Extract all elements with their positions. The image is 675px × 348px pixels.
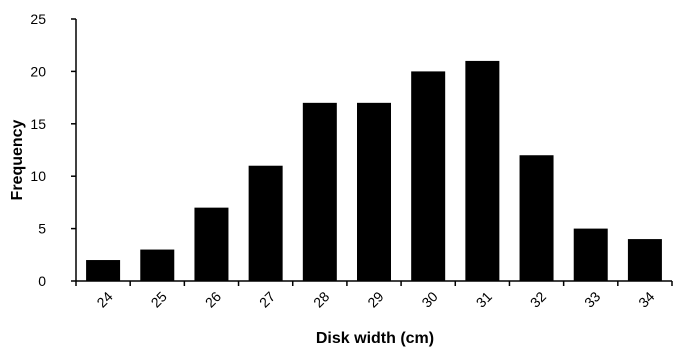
bar-33 <box>573 228 608 281</box>
x-tick-label: 34 <box>635 288 657 310</box>
x-tick-label: 28 <box>310 288 332 310</box>
y-tick-label: 20 <box>30 63 46 79</box>
x-tick-label: 30 <box>418 288 440 310</box>
x-tick-label: 32 <box>527 288 549 310</box>
y-tick-label: 15 <box>30 116 46 132</box>
bar-27 <box>248 165 283 281</box>
bar-30 <box>411 71 446 282</box>
y-tick-label: 0 <box>38 273 46 289</box>
bars <box>86 60 662 282</box>
x-tick-label: 31 <box>473 288 495 310</box>
x-tick-label: 24 <box>93 288 115 310</box>
bar-24 <box>86 260 121 281</box>
x-tick-label: 29 <box>364 288 386 310</box>
x-tick-label: 27 <box>256 288 278 310</box>
x-tick-label: 33 <box>581 288 603 310</box>
bar-31 <box>465 60 500 281</box>
y-tick-label: 5 <box>38 221 46 237</box>
bar-29 <box>357 102 391 281</box>
x-tick-label: 26 <box>202 288 224 310</box>
y-tick-label: 10 <box>30 168 46 184</box>
y-axis-title: Frequency <box>9 119 26 200</box>
x-axis-ticks: 24 25 26 27 28 29 30 31 32 33 34 <box>75 281 673 311</box>
bar-25 <box>140 249 175 281</box>
bar-26 <box>194 207 229 281</box>
bar-34 <box>627 239 662 281</box>
x-axis-title: Disk width (cm) <box>316 330 434 347</box>
y-axis-ticks: 0 5 10 15 20 25 <box>30 11 76 289</box>
y-tick-label: 25 <box>30 11 46 27</box>
bar-28 <box>302 102 337 281</box>
x-tick-label: 25 <box>148 288 170 310</box>
bar-32 <box>519 155 554 281</box>
